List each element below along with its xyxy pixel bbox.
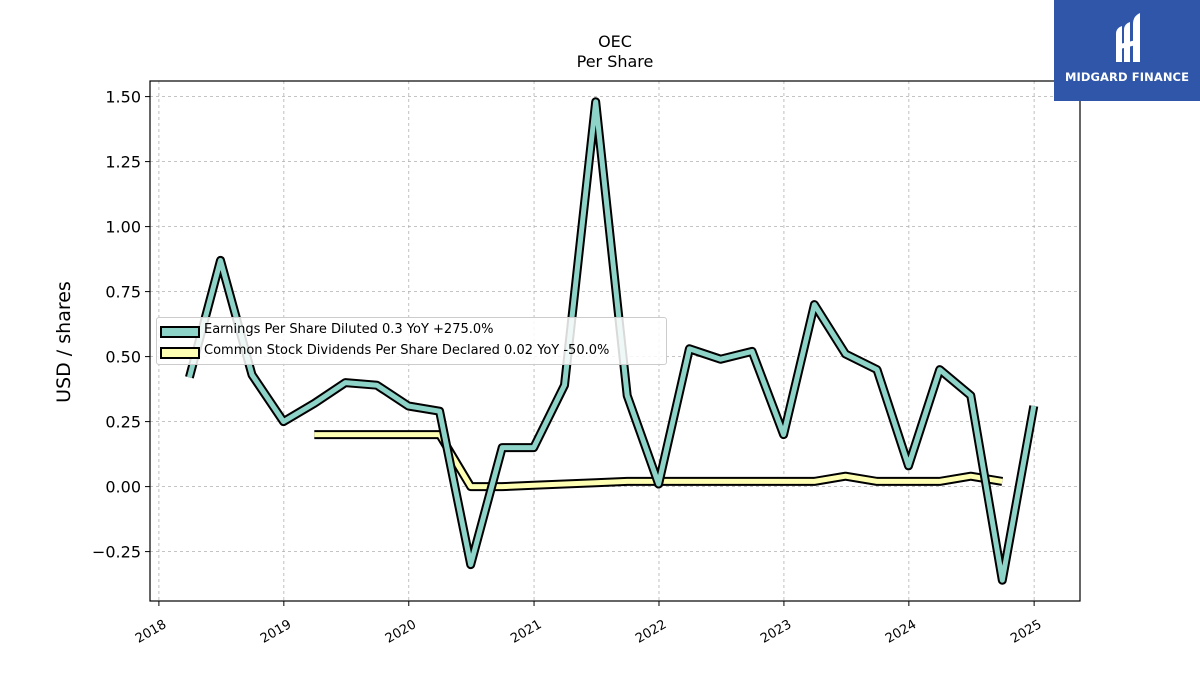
y-tick-label: 1.50 [105, 88, 141, 107]
y-axis-label: USD / shares [53, 281, 75, 403]
y-tick-label: −0.25 [92, 543, 141, 562]
legend-swatch-dividends [160, 347, 200, 359]
x-tick-label: 2019 [258, 617, 294, 647]
y-tick-label: 1.00 [105, 218, 141, 237]
y-tick-label: 1.25 [105, 153, 141, 172]
x-tick-label: 2025 [1008, 617, 1044, 647]
legend-swatch-eps [160, 326, 200, 338]
series-eps [185, 97, 1039, 585]
y-tick-label: 0.50 [105, 348, 141, 367]
legend: Earnings Per Share Diluted 0.3 YoY +275.… [156, 317, 667, 365]
x-tick-label: 2020 [383, 617, 419, 647]
y-tick-label: 0.25 [105, 413, 141, 432]
legend-label-dividends: Common Stock Dividends Per Share Declare… [204, 343, 610, 358]
brand-logo: MIDGARD FINANCE [1054, 0, 1200, 101]
x-tick-label: 2022 [633, 617, 669, 647]
x-tick-label: 2021 [508, 617, 544, 647]
legend-label-eps: Earnings Per Share Diluted 0.3 YoY +275.… [204, 322, 494, 337]
plot-frame [149, 80, 1081, 602]
x-tick-label: 2023 [758, 617, 794, 647]
series-line [186, 99, 1037, 583]
x-tick-label: 2024 [883, 617, 919, 647]
series-lines [185, 97, 1039, 585]
y-tick-label: 0.00 [105, 478, 141, 497]
brand-name: MIDGARD FINANCE [1064, 70, 1190, 84]
y-tick-label: 0.75 [105, 283, 141, 302]
chart-title: OEC [598, 32, 632, 51]
x-tick-label: 2018 [133, 617, 169, 647]
chart-subtitle: Per Share [576, 52, 654, 71]
brand-logo-icon [1116, 13, 1140, 62]
